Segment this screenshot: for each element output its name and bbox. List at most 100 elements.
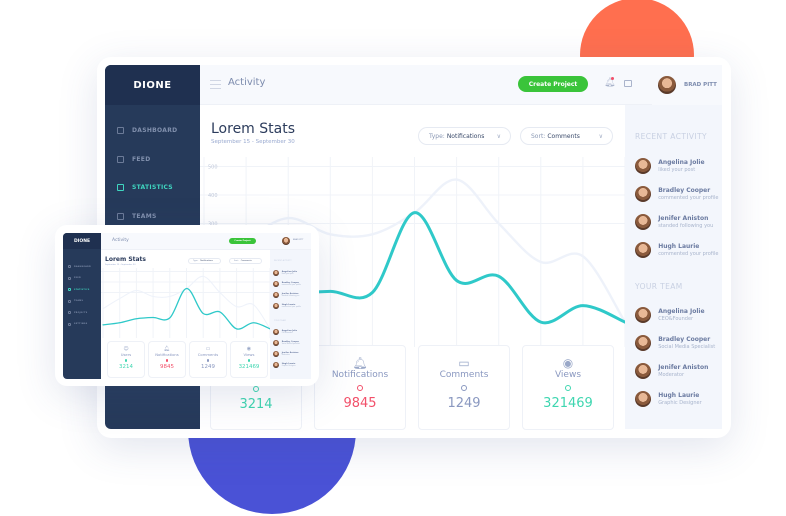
avatar bbox=[635, 242, 651, 258]
brand-logo[interactable]: DIONE bbox=[105, 65, 200, 105]
trend-icon bbox=[461, 385, 467, 391]
person-item[interactable]: Hugh Laurie commented your profile bbox=[273, 303, 301, 309]
person-item[interactable]: Jenifer Aniston standed following you bbox=[635, 214, 713, 230]
main-dashboard-window: DIONE DASHBOARD FEED STATISTICS TEAMS Activ… bbox=[97, 57, 731, 438]
person-item[interactable]: Bradley Cooper commented your profile bbox=[273, 281, 301, 287]
sidebar-item-label: STATISTICS bbox=[132, 184, 173, 191]
stat-label: Notifications bbox=[155, 352, 179, 358]
person-description: Graphic Designer bbox=[658, 400, 702, 407]
person-item[interactable]: Jenifer Aniston Moderator bbox=[635, 363, 708, 379]
stat-card-comments[interactable]: ▭ Comments 1249 bbox=[418, 345, 510, 430]
bell-icon[interactable]: 🔔︎ bbox=[604, 78, 616, 88]
dashboard-icon bbox=[117, 127, 124, 134]
person-item[interactable]: Jenifer Aniston Moderator bbox=[273, 351, 298, 357]
person-item[interactable]: Angelina Jolie CEO&Founder bbox=[635, 307, 705, 323]
feed-icon bbox=[68, 276, 71, 280]
sidebar-item-feed[interactable]: FEED bbox=[105, 155, 200, 163]
stat-label: Notifications bbox=[331, 370, 389, 380]
person-item[interactable]: Hugh Laurie Graphic Designer bbox=[273, 362, 296, 368]
stat-card-comments[interactable]: ▭ Comments 1249 bbox=[189, 341, 227, 378]
sidebar-item-label: DASHBOARD bbox=[132, 127, 178, 134]
mini-right-panel: RECENT ACTIVITY YOUR TEAM Angelina Jolie… bbox=[270, 250, 311, 379]
sidebar-item-label: TEAMS bbox=[132, 212, 157, 220]
sidebar-item-dashboard[interactable]: DASHBOARD bbox=[105, 127, 200, 134]
sidebar-item-statistics[interactable]: STATISTICS bbox=[63, 288, 101, 291]
stats-title: Lorem Stats bbox=[211, 121, 296, 137]
chevron-down-icon: ∨ bbox=[496, 132, 501, 140]
primary-series-line bbox=[102, 287, 270, 330]
mini-type-value: Notifications bbox=[200, 260, 213, 262]
person-name: Angelina Jolie bbox=[281, 330, 298, 333]
trend-icon bbox=[124, 359, 128, 362]
feed-icon bbox=[117, 155, 124, 163]
bell-icon: 🔔︎ bbox=[163, 346, 171, 353]
comment-icon: ▭ bbox=[458, 356, 470, 370]
person-name: Hugh Laurie bbox=[281, 304, 296, 307]
sidebar-item-label: STATISTICS bbox=[74, 288, 90, 291]
avatar bbox=[273, 340, 279, 346]
person-name: Bradley Cooper bbox=[658, 335, 711, 343]
mini-brand-logo[interactable]: DIONE bbox=[63, 233, 101, 249]
sidebar-item-teams[interactable]: TEAMS bbox=[63, 299, 101, 303]
person-item[interactable]: Angelina Jolie CEO&Founder bbox=[273, 329, 297, 335]
person-description: CEO&Founder bbox=[281, 332, 293, 334]
sort-filter-dropdown[interactable]: Sort: Comments ∨ bbox=[520, 127, 613, 145]
avatar bbox=[635, 186, 651, 202]
avatar bbox=[273, 270, 279, 276]
mini-create-project-button[interactable]: Create Project bbox=[229, 238, 256, 244]
stat-card-views[interactable]: ◉ Views 321469 bbox=[230, 341, 268, 378]
stat-card-views[interactable]: ◉ Views 321469 bbox=[522, 345, 614, 430]
type-filter-dropdown[interactable]: Type: Notifications ∨ bbox=[418, 127, 511, 145]
recent-activity-title: RECENT ACTIVITY bbox=[635, 132, 708, 141]
sidebar-item-projects[interactable]: PROJECTS bbox=[63, 311, 101, 314]
sidebar-item-feed[interactable]: FEED bbox=[63, 276, 101, 280]
person-description: Social Media Specialist bbox=[281, 343, 300, 345]
sidebar-item-teams[interactable]: TEAMS bbox=[105, 212, 200, 220]
sidebar-item-settings[interactable]: SETTINGS bbox=[63, 322, 101, 326]
avatar bbox=[273, 329, 279, 335]
stat-value: 321469 bbox=[543, 396, 593, 411]
chat-icon[interactable] bbox=[624, 80, 632, 87]
person-item[interactable]: Hugh Laurie commented your profile bbox=[635, 242, 718, 258]
avatar bbox=[635, 391, 651, 407]
sidebar-item-label: SETTINGS bbox=[74, 323, 88, 325]
stat-value: 1249 bbox=[201, 363, 215, 370]
person-item[interactable]: Hugh Laurie Graphic Designer bbox=[635, 391, 702, 407]
user-icon: ☺ bbox=[123, 346, 129, 353]
person-item[interactable]: Jenifer Aniston standed following you bbox=[273, 292, 299, 298]
page-title: Activity bbox=[228, 77, 266, 88]
create-project-button[interactable]: Create Project bbox=[518, 76, 588, 92]
person-name: Jenifer Aniston bbox=[658, 214, 709, 222]
mini-sort-filter[interactable]: Sort: Comments bbox=[229, 258, 262, 264]
mini-type-filter[interactable]: Type: Notifications bbox=[188, 258, 221, 264]
chevron-down-icon: ∨ bbox=[598, 132, 603, 140]
stat-card-notifications[interactable]: 🔔︎ Notifications 9845 bbox=[148, 341, 186, 378]
avatar bbox=[635, 214, 651, 230]
avatar bbox=[273, 362, 279, 368]
person-item[interactable]: Bradley Cooper Social Media Specialist bbox=[273, 340, 300, 346]
sidebar-item-statistics[interactable]: STATISTICS bbox=[105, 184, 200, 191]
avatar bbox=[635, 363, 651, 379]
projects-icon bbox=[68, 311, 71, 314]
user-menu[interactable]: BRAD PITT bbox=[652, 65, 722, 105]
menu-icon[interactable] bbox=[210, 80, 221, 89]
stat-label: Comments bbox=[439, 370, 489, 380]
y-tick-label: 300 bbox=[208, 222, 218, 228]
statistics-icon bbox=[117, 184, 124, 191]
stat-value: 3214 bbox=[119, 363, 133, 370]
person-item[interactable]: Bradley Cooper Social Media Specialist bbox=[635, 335, 715, 351]
trend-icon bbox=[357, 385, 363, 391]
person-item[interactable]: Angelina Jolie liked your post bbox=[635, 158, 705, 174]
stat-card-users[interactable]: ☺ Users 3214 bbox=[107, 341, 145, 378]
user-name: BRAD PITT bbox=[684, 82, 717, 88]
statistics-icon bbox=[68, 288, 71, 291]
sidebar-item-dashboard[interactable]: DASHBOARD bbox=[63, 265, 101, 268]
person-description: commented your profile bbox=[658, 251, 719, 258]
person-name: Hugh Laurie bbox=[658, 242, 700, 250]
person-item[interactable]: Angelina Jolie liked your post bbox=[273, 270, 297, 276]
person-description: CEO&Founder bbox=[658, 316, 694, 323]
person-item[interactable]: Bradley Cooper commented your profile bbox=[635, 186, 718, 202]
sidebar-item-label: PROJECTS bbox=[74, 311, 88, 314]
stat-card-notifications[interactable]: 🔔︎ Notifications 9845 bbox=[314, 345, 406, 430]
stat-value: 3214 bbox=[239, 397, 273, 412]
